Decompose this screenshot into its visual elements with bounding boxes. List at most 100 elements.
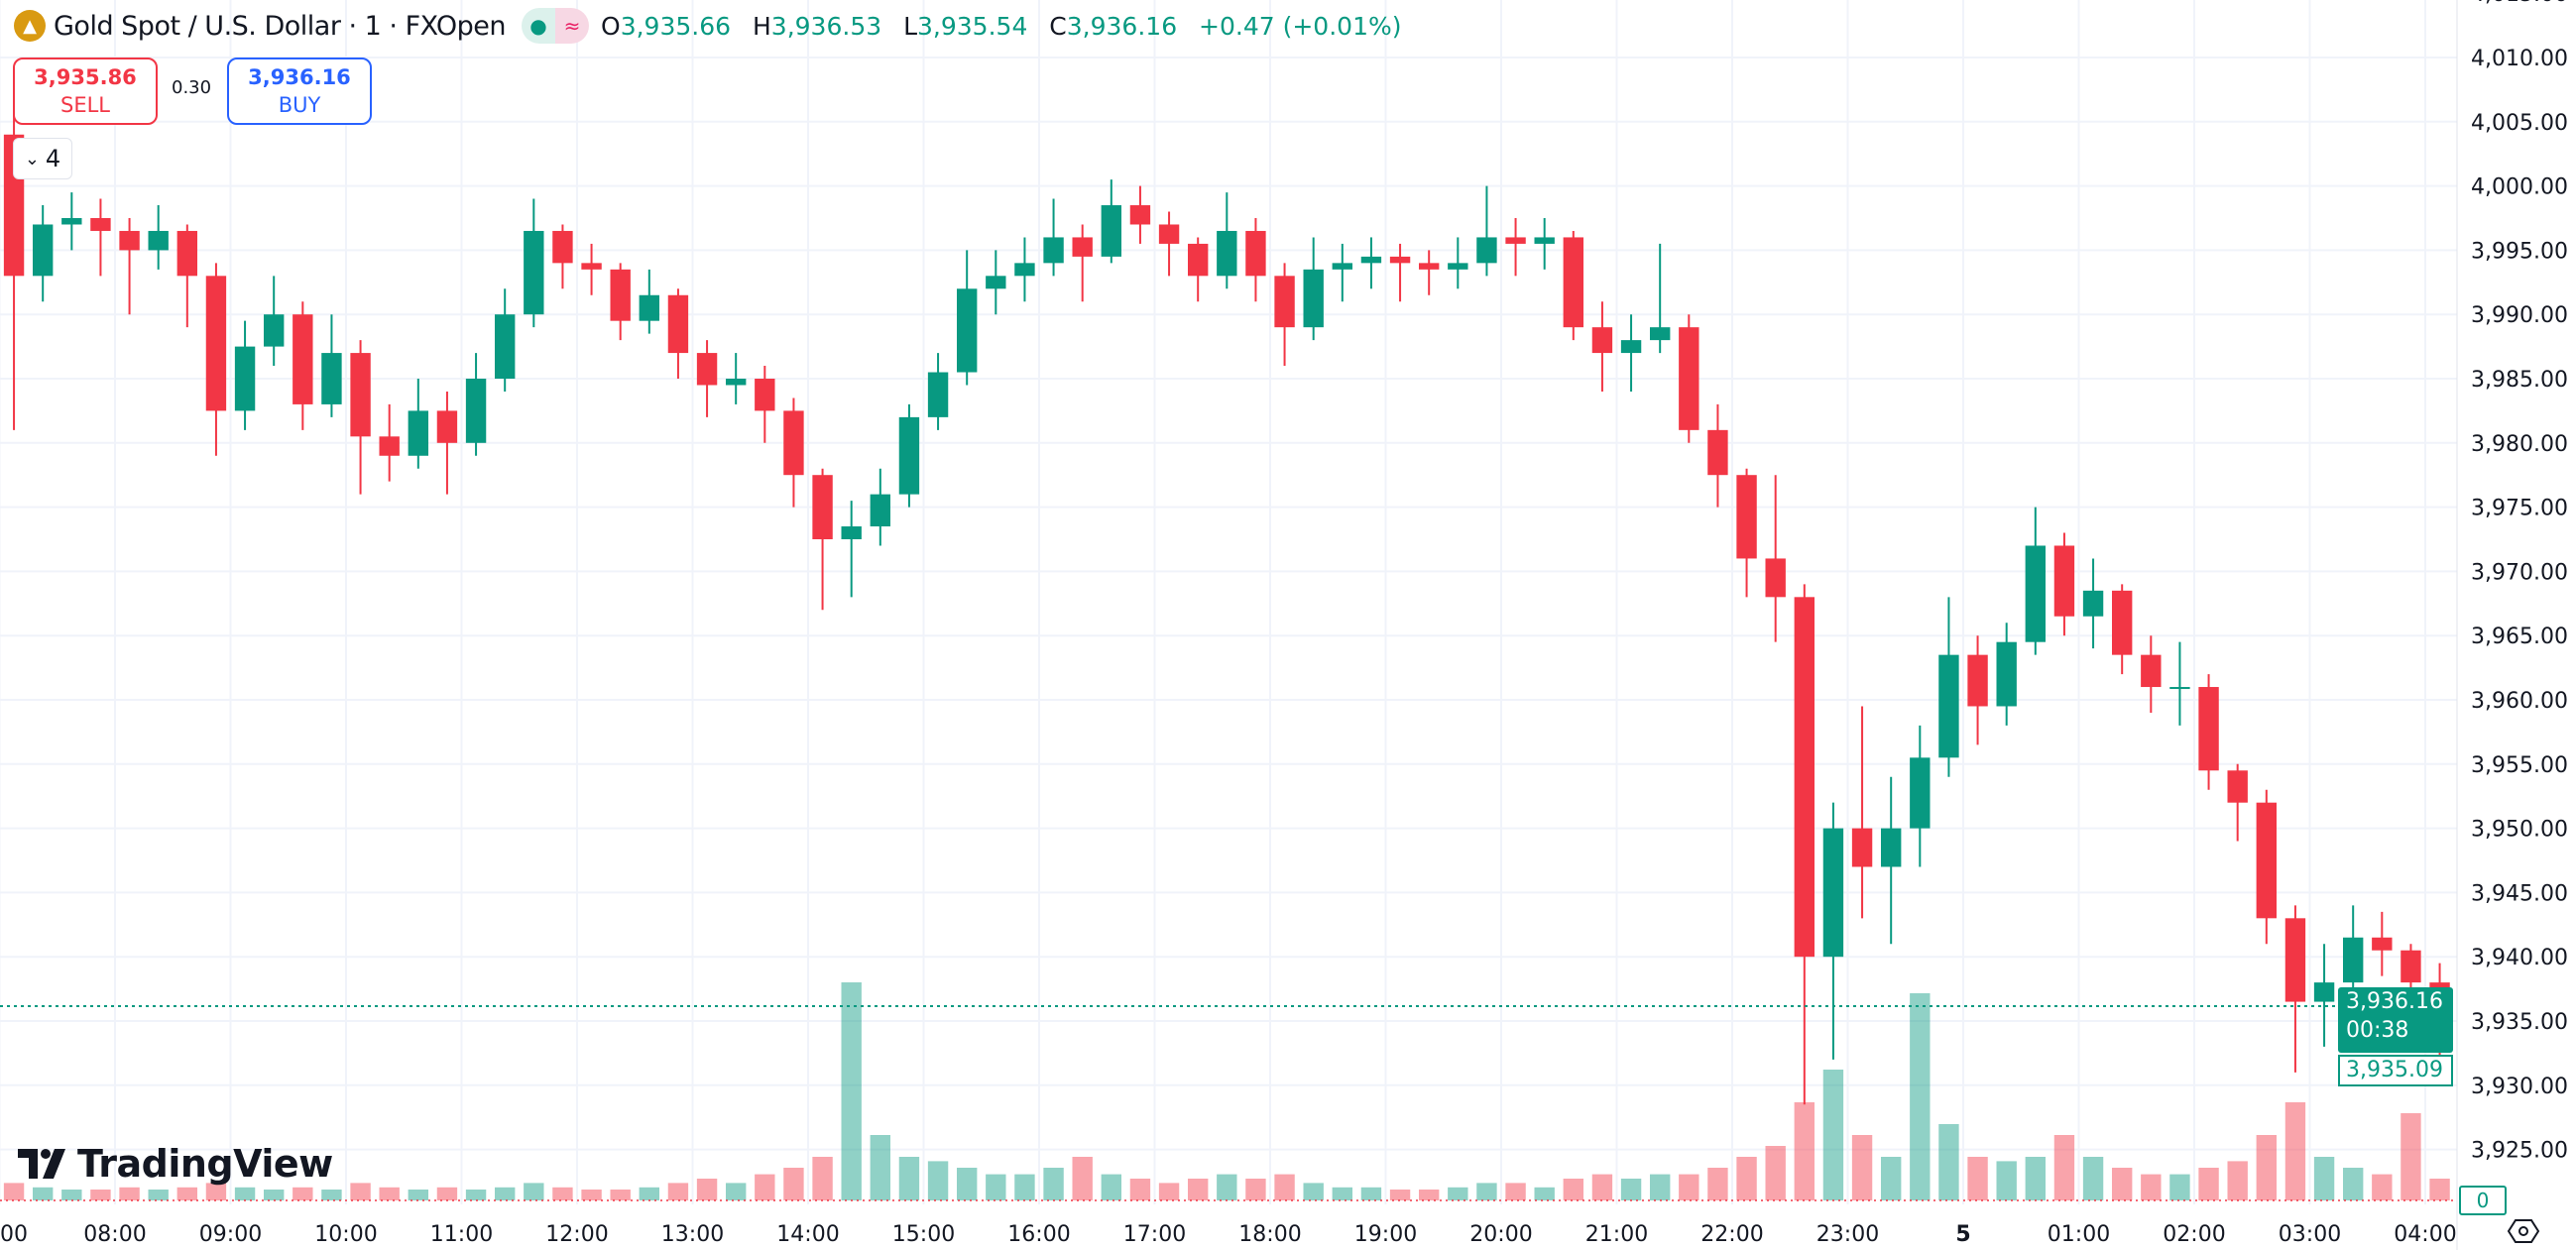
high-label: H xyxy=(752,11,771,41)
candle-body xyxy=(2342,937,2364,983)
candle-body xyxy=(2198,687,2219,771)
volume-bar xyxy=(350,1183,371,1200)
volume-bar xyxy=(2256,1135,2278,1200)
candle-body xyxy=(408,410,429,456)
candle-body xyxy=(1476,237,1497,264)
time-tick-label: 17:00 xyxy=(1123,1222,1186,1247)
price-tick-label: 4,010.00 xyxy=(2471,47,2568,71)
candle-body xyxy=(176,230,198,277)
tradingview-logo[interactable]: TradingView xyxy=(18,1142,333,1186)
price-tick-label: 3,960.00 xyxy=(2471,689,2568,714)
candle-body xyxy=(1765,558,1786,598)
symbol-title[interactable]: Gold Spot / U.S. Dollar · 1 · FXOpen xyxy=(54,10,507,42)
candle-body xyxy=(870,494,891,527)
volume-bar xyxy=(956,1168,978,1200)
candle-body xyxy=(1158,224,1180,244)
volume-bar xyxy=(1967,1157,1988,1200)
volume-bar xyxy=(841,982,862,1200)
tradingview-wordmark: TradingView xyxy=(77,1142,333,1186)
time-tick-label: 08:00 xyxy=(83,1222,146,1247)
volume-bar xyxy=(783,1168,804,1200)
candle-body xyxy=(1274,276,1295,328)
volume-bar xyxy=(465,1190,487,1200)
volume-bar xyxy=(2025,1157,2047,1200)
candle-body xyxy=(1389,256,1411,264)
last-price-value: 3,936.16 xyxy=(2346,989,2443,1014)
volume-bar xyxy=(1476,1183,1497,1200)
candle-body xyxy=(205,276,227,411)
candle-body xyxy=(1620,340,1642,354)
candle-body xyxy=(1360,256,1382,264)
delayed-data-icon[interactable]: ≈ xyxy=(555,8,590,44)
candle-body xyxy=(1101,205,1122,257)
candle-body xyxy=(1938,654,1959,758)
candle-body xyxy=(1794,597,1815,958)
volume-bar xyxy=(494,1187,516,1200)
volume-bar xyxy=(1187,1179,1209,1200)
candle-body xyxy=(1043,237,1064,264)
volume-bar xyxy=(263,1190,285,1200)
candle-body xyxy=(639,294,660,321)
candle-body xyxy=(1129,205,1151,225)
candle-body xyxy=(1996,641,2017,707)
volume-bar xyxy=(2082,1157,2104,1200)
volume-bar xyxy=(1794,1102,1815,1200)
candle-body xyxy=(2025,545,2047,642)
candle-body xyxy=(1014,263,1035,277)
volume-bar xyxy=(1880,1157,1902,1200)
candle-body xyxy=(2111,590,2133,655)
price-tick-label: 3,990.00 xyxy=(2471,303,2568,328)
volume-bar xyxy=(1158,1183,1180,1200)
sell-label: SELL xyxy=(60,93,110,117)
time-tick-label: 16:00 xyxy=(1007,1222,1070,1247)
time-tick-label: 14:00 xyxy=(776,1222,839,1247)
candle-body xyxy=(1418,263,1440,270)
time-tick-label: 09:00 xyxy=(199,1222,262,1247)
candle-body xyxy=(986,276,1006,289)
candle-body xyxy=(841,526,862,539)
candle-body xyxy=(1649,327,1671,341)
price-axis[interactable]: 4,015.00 4,010.00 4,005.00 4,000.00 3,995.00… xyxy=(2471,0,2568,1164)
price-tick-label: 3,940.00 xyxy=(2471,946,2568,970)
chart-settings-icon[interactable] xyxy=(2507,1217,2540,1245)
volume-bar xyxy=(2313,1157,2335,1200)
volume-bar xyxy=(176,1187,198,1200)
volume-bar xyxy=(90,1190,111,1200)
price-tick-label: 4,005.00 xyxy=(2471,111,2568,136)
volume-label: 0 xyxy=(2459,1186,2507,1215)
time-tick-label: 15:00 xyxy=(892,1222,955,1247)
time-axis[interactable]: 00 08:00 09:00 10:00 11:00 12:00 13:00 14:00 15:… xyxy=(0,1222,2457,1247)
price-tick-label: 3,970.00 xyxy=(2471,560,2568,585)
volume-bar xyxy=(667,1183,689,1200)
candle-body xyxy=(755,379,775,411)
sell-button[interactable]: 3,935.86 SELL xyxy=(13,57,158,125)
candle-body xyxy=(696,353,718,386)
volume-bar xyxy=(1072,1157,1093,1200)
candle-body xyxy=(1967,654,1988,707)
candle-body xyxy=(1591,327,1613,354)
volume-bar xyxy=(1649,1174,1671,1200)
volume-bar xyxy=(2429,1179,2450,1200)
volume-bar xyxy=(3,1183,25,1200)
candle-body xyxy=(1736,475,1757,559)
volume-bar xyxy=(1332,1187,1353,1200)
market-open-dot-icon[interactable]: ● xyxy=(522,8,556,44)
high-value: 3,936.53 xyxy=(770,11,882,41)
candle-body xyxy=(2082,590,2104,617)
volume-bar xyxy=(1360,1187,1382,1200)
volume-bar xyxy=(1274,1174,1295,1200)
candle-body xyxy=(667,294,689,354)
volume-bar xyxy=(696,1179,718,1200)
close-label: C xyxy=(1049,11,1067,41)
volume-bar xyxy=(581,1190,602,1200)
volume-bar xyxy=(436,1187,458,1200)
last-price-label: 3,936.16 00:38 xyxy=(2338,987,2453,1053)
candle-body xyxy=(465,379,487,443)
buy-button[interactable]: 3,936.16 BUY xyxy=(227,57,372,125)
volume-bar xyxy=(1418,1190,1440,1200)
volume-bar xyxy=(1217,1174,1237,1200)
status-indicators[interactable]: ● ≈ xyxy=(522,8,590,44)
indicators-toggle-button[interactable]: ⌄ 4 xyxy=(13,138,72,179)
time-tick-label: 02:00 xyxy=(2163,1222,2225,1247)
